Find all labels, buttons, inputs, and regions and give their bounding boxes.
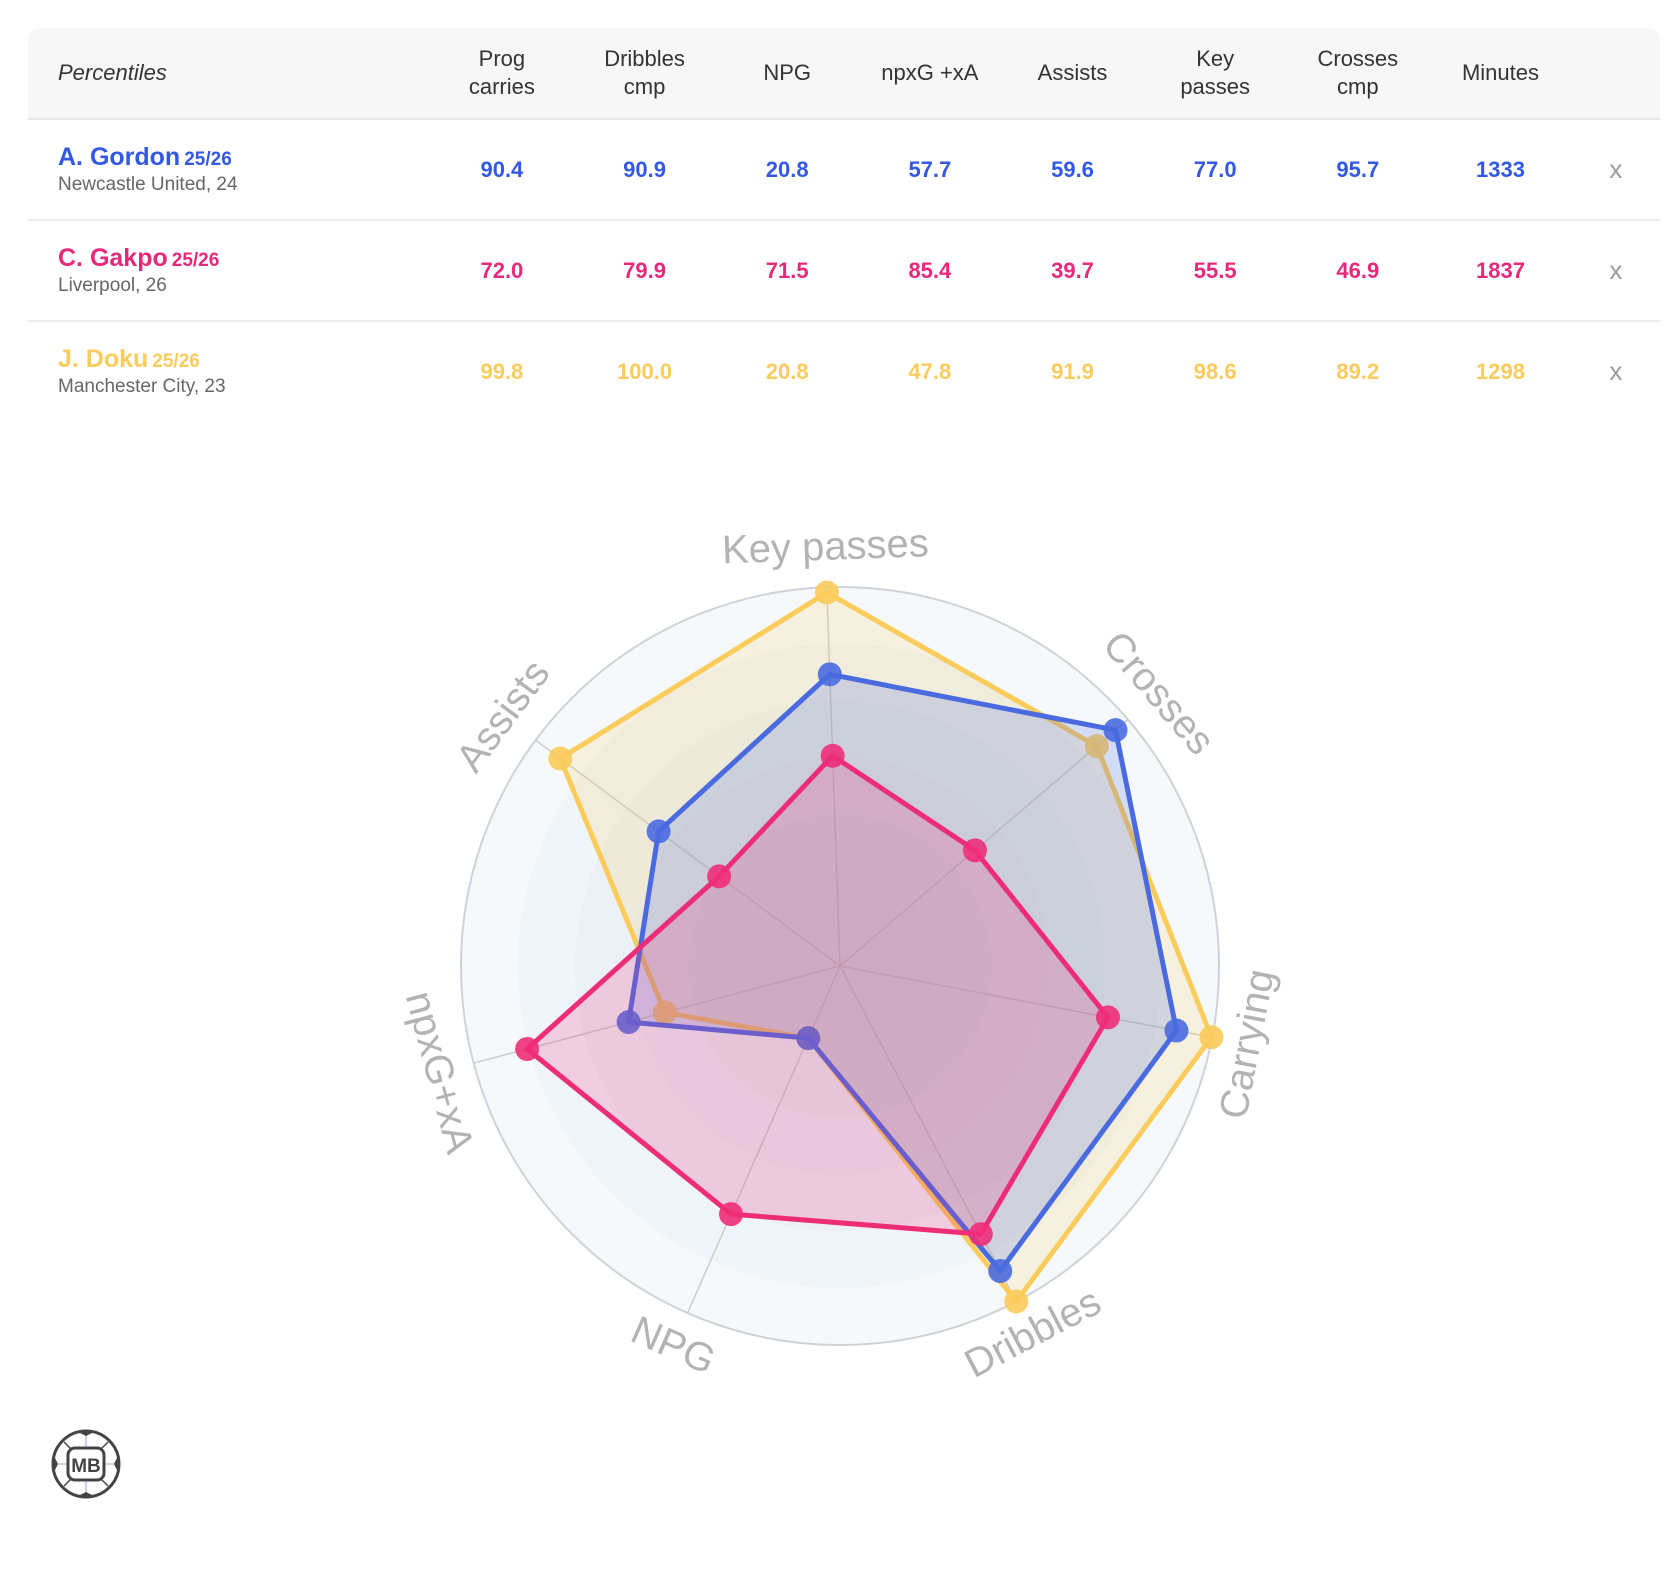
col-label: Assists bbox=[1037, 60, 1108, 85]
radar-point[interactable] bbox=[515, 1036, 540, 1061]
player-club-age: Newcastle United, 24 bbox=[58, 174, 238, 195]
remove-player-button[interactable]: x bbox=[1609, 154, 1623, 184]
player-name[interactable]: J. Doku bbox=[58, 345, 149, 373]
value-key-passes: 77.0 bbox=[1193, 156, 1237, 182]
player-season: 25/26 bbox=[184, 149, 232, 170]
value-npxg-xa: 57.7 bbox=[908, 156, 952, 182]
col-label: Dribbles bbox=[604, 46, 685, 71]
radar-point[interactable] bbox=[1164, 1018, 1189, 1043]
col-assists[interactable]: Assists bbox=[1001, 59, 1144, 87]
col-label: cmp bbox=[1337, 74, 1379, 99]
radar-point[interactable] bbox=[820, 743, 845, 768]
col-label: Minutes bbox=[1461, 60, 1539, 85]
radar-point[interactable] bbox=[646, 819, 671, 844]
radar-point[interactable] bbox=[548, 746, 573, 771]
player-season: 25/26 bbox=[171, 250, 220, 271]
radar-point[interactable] bbox=[1004, 1289, 1029, 1314]
value-minutes: 1298 bbox=[1476, 358, 1525, 384]
value-npxg-xa: 47.8 bbox=[908, 358, 952, 384]
mb-logo-icon: MB bbox=[51, 1429, 121, 1499]
header-percentiles: Percentiles bbox=[58, 60, 167, 85]
remove-player-button[interactable]: x bbox=[1609, 356, 1623, 386]
player-club-age: Manchester City, 23 bbox=[58, 376, 226, 397]
player-season: 25/26 bbox=[152, 351, 200, 372]
value-minutes: 1333 bbox=[1476, 156, 1525, 182]
player-row-doku: J. Doku 25/26 Manchester City, 23 99.8 10… bbox=[28, 322, 1660, 421]
value-dribbles-cmp: 100.0 bbox=[617, 358, 673, 384]
radar-axis-line bbox=[839, 965, 1017, 1302]
table-header: Percentiles Prog carries Dribbles cmp NPG … bbox=[28, 28, 1660, 120]
value-npg: 20.8 bbox=[765, 156, 809, 182]
radar-point[interactable] bbox=[707, 864, 732, 889]
value-key-passes: 98.6 bbox=[1193, 358, 1237, 384]
col-key-passes[interactable]: Key passes bbox=[1144, 45, 1287, 101]
value-crosses-cmp: 46.9 bbox=[1336, 257, 1380, 283]
radar-axis-line bbox=[826, 587, 841, 967]
player-name[interactable]: A. Gordon bbox=[58, 143, 181, 171]
value-crosses-cmp: 95.7 bbox=[1336, 156, 1380, 182]
col-label: cmp bbox=[623, 74, 666, 99]
radar-axis-line bbox=[535, 739, 841, 967]
value-prog-carries: 72.0 bbox=[480, 257, 524, 283]
player-name[interactable]: C. Gakpo bbox=[58, 244, 168, 272]
player-row-gordon: A. Gordon 25/26 Newcastle United, 24 90.4… bbox=[28, 120, 1660, 221]
radar-point[interactable] bbox=[814, 580, 839, 605]
radar-point[interactable] bbox=[1199, 1025, 1224, 1050]
col-label: carries bbox=[468, 74, 535, 99]
col-label: Crosses bbox=[1317, 46, 1399, 71]
remove-player-button[interactable]: x bbox=[1609, 255, 1623, 285]
value-assists: 59.6 bbox=[1051, 156, 1094, 182]
col-minutes[interactable]: Minutes bbox=[1429, 59, 1572, 87]
col-label: passes bbox=[1180, 74, 1251, 99]
value-dribbles-cmp: 90.9 bbox=[623, 156, 666, 182]
col-label: Prog bbox=[478, 46, 526, 71]
value-npxg-xa: 85.4 bbox=[908, 257, 952, 283]
value-npg: 71.5 bbox=[765, 257, 809, 283]
value-key-passes: 55.5 bbox=[1193, 257, 1237, 283]
radar-point[interactable] bbox=[1084, 734, 1109, 759]
radar-axis-line bbox=[686, 965, 841, 1314]
radar-series bbox=[515, 580, 1224, 1314]
radar-axis-label: Key passes bbox=[721, 521, 929, 572]
radar-point[interactable] bbox=[1103, 718, 1128, 743]
radar-point[interactable] bbox=[988, 1258, 1013, 1283]
value-npg: 20.8 bbox=[765, 358, 809, 384]
radar-point[interactable] bbox=[652, 1000, 677, 1025]
col-prog-carries[interactable]: Prog carries bbox=[431, 45, 574, 101]
value-crosses-cmp: 89.2 bbox=[1336, 358, 1380, 384]
radar-point[interactable] bbox=[616, 1010, 641, 1035]
col-label: npxG +xA bbox=[881, 60, 979, 85]
value-prog-carries: 90.4 bbox=[480, 156, 524, 182]
radar-point[interactable] bbox=[817, 662, 842, 687]
player-club-age: Liverpool, 26 bbox=[58, 275, 167, 296]
col-label: Key bbox=[1196, 46, 1235, 71]
radar-point[interactable] bbox=[796, 1026, 821, 1051]
radar-point[interactable] bbox=[719, 1202, 744, 1227]
col-crosses-cmp[interactable]: Crosses cmp bbox=[1287, 45, 1430, 101]
col-npxg-xa[interactable]: npxG +xA bbox=[859, 59, 1002, 87]
value-assists: 91.9 bbox=[1051, 358, 1094, 384]
radar-axis-label: Carrying bbox=[1211, 966, 1283, 1123]
radar-point[interactable] bbox=[968, 1222, 993, 1247]
value-minutes: 1837 bbox=[1476, 257, 1525, 283]
col-label: NPG bbox=[763, 60, 812, 85]
percentiles-table: Percentiles Prog carries Dribbles cmp NPG … bbox=[28, 28, 1660, 421]
value-prog-carries: 99.8 bbox=[480, 358, 524, 384]
svg-text:MB: MB bbox=[71, 1456, 101, 1477]
radar-series-1 bbox=[515, 743, 1120, 1247]
col-npg[interactable]: NPG bbox=[716, 59, 859, 87]
radar-point[interactable] bbox=[963, 838, 988, 863]
radar-axis-line bbox=[839, 965, 1213, 1039]
radar-polygon bbox=[524, 753, 1111, 1237]
value-assists: 39.7 bbox=[1051, 257, 1094, 283]
radar-point[interactable] bbox=[1095, 1005, 1120, 1030]
player-row-gakpo: C. Gakpo 25/26 Liverpool, 26 72.0 79.9 71… bbox=[28, 221, 1660, 322]
value-dribbles-cmp: 79.9 bbox=[623, 257, 666, 283]
col-dribbles-cmp[interactable]: Dribbles cmp bbox=[573, 45, 716, 101]
